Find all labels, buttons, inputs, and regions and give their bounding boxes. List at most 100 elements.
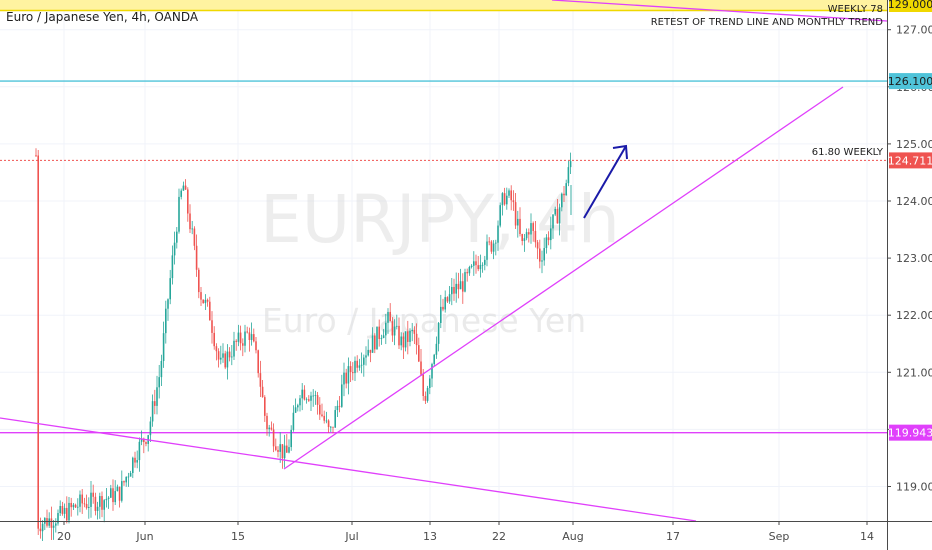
candle-203 — [481, 262, 484, 273]
candle-body-185 — [442, 306, 444, 310]
x-tick-label-9: 14 — [860, 530, 874, 543]
zones — [0, 0, 887, 10]
candle-159 — [385, 313, 387, 345]
candle-228 — [536, 239, 539, 260]
candle-body-125 — [310, 395, 312, 401]
candle-body-93 — [239, 332, 242, 344]
candle-body-35 — [112, 488, 114, 503]
candle-104 — [264, 395, 266, 422]
candle-13 — [63, 503, 66, 519]
candle-27 — [94, 492, 97, 516]
candle-body-4 — [44, 518, 46, 524]
candle-73 — [195, 234, 198, 277]
candle-body-141 — [345, 372, 347, 384]
candle-107 — [270, 421, 273, 431]
x-tick-label-7: 17 — [666, 530, 680, 543]
candle-body-67 — [182, 185, 185, 191]
candle-body-76 — [202, 299, 204, 304]
candle-body-98 — [250, 334, 253, 340]
candle-174 — [418, 337, 420, 363]
candle-172 — [413, 326, 416, 345]
candle-body-238 — [558, 207, 561, 224]
candle-135 — [332, 426, 334, 434]
candle-98 — [250, 322, 253, 346]
candle-67 — [182, 181, 185, 191]
candle-body-222 — [523, 238, 526, 242]
candle-body-11 — [59, 505, 61, 514]
candle-body-36 — [114, 491, 116, 503]
candle-body-180 — [431, 364, 433, 379]
candle-50 — [145, 441, 147, 447]
candle-76 — [202, 299, 204, 304]
candle-19 — [77, 498, 79, 516]
candle-113 — [283, 434, 286, 468]
candle-body-221 — [521, 234, 523, 242]
candle-193 — [459, 268, 462, 290]
candle-74 — [198, 267, 200, 299]
candle-body-231 — [543, 248, 545, 261]
candle-150 — [365, 346, 367, 366]
rising-trend-line — [283, 86, 844, 470]
candle-body-47 — [138, 441, 141, 461]
price-badge-bg-1 — [889, 73, 932, 90]
candle-109 — [275, 438, 277, 452]
candle-148 — [360, 352, 363, 374]
candle-body-57 — [160, 360, 163, 378]
candle-212 — [501, 192, 504, 216]
candle-body-34 — [110, 488, 112, 498]
candle-89 — [231, 344, 233, 366]
candle-143 — [349, 361, 352, 383]
candle-body-204 — [484, 259, 486, 265]
candle-56 — [158, 364, 160, 399]
candle-134 — [330, 425, 332, 433]
candle-239 — [561, 192, 563, 212]
candle-body-23 — [85, 503, 88, 508]
candle-body-18 — [74, 504, 77, 508]
candle-183 — [437, 322, 440, 352]
candle-body-179 — [429, 378, 431, 389]
candle-201 — [477, 255, 479, 272]
candle-6 — [48, 512, 50, 528]
candle-25 — [90, 481, 92, 518]
candle-body-224 — [528, 232, 530, 235]
candle-32 — [105, 487, 108, 508]
candle-body-78 — [206, 299, 209, 302]
candle-158 — [382, 329, 385, 339]
candle-15 — [68, 497, 70, 524]
candle-187 — [446, 296, 449, 304]
candle-body-156 — [378, 326, 380, 339]
candle-body-21 — [81, 494, 83, 504]
candle-body-71 — [191, 228, 193, 230]
price-badge-bg-0 — [889, 0, 932, 12]
watermark-name: Euro / Japanese Yen — [262, 301, 586, 340]
candle-157 — [380, 334, 383, 345]
candle-body-94 — [242, 343, 244, 346]
candle-body-32 — [105, 498, 108, 501]
candle-body-162 — [391, 321, 394, 336]
x-tick-label-0: 20 — [57, 530, 71, 543]
candle-180 — [431, 362, 433, 388]
chart-title: Euro / Japanese Yen, 4h, OANDA — [6, 10, 199, 24]
candle-body-101 — [257, 350, 259, 374]
x-tick-label-5: 22 — [492, 530, 506, 543]
candle-82 — [215, 343, 218, 361]
candle-body-134 — [330, 426, 332, 428]
candle-body-24 — [88, 506, 90, 508]
candle-1 — [37, 149, 39, 536]
candle-140 — [343, 362, 345, 397]
candle-body-142 — [347, 366, 350, 384]
y-tick-label-8: 127.000 — [896, 24, 932, 37]
candle-body-22 — [83, 503, 86, 505]
candle-115 — [288, 439, 290, 454]
candle-169 — [407, 320, 409, 355]
candle-body-186 — [444, 297, 446, 310]
candle-body-203 — [481, 264, 484, 266]
candle-66 — [180, 188, 182, 200]
candle-body-209 — [495, 242, 497, 244]
candle-body-184 — [440, 306, 442, 323]
candle-body-118 — [294, 407, 297, 413]
candle-body-215 — [508, 190, 510, 196]
candle-46 — [136, 450, 138, 469]
